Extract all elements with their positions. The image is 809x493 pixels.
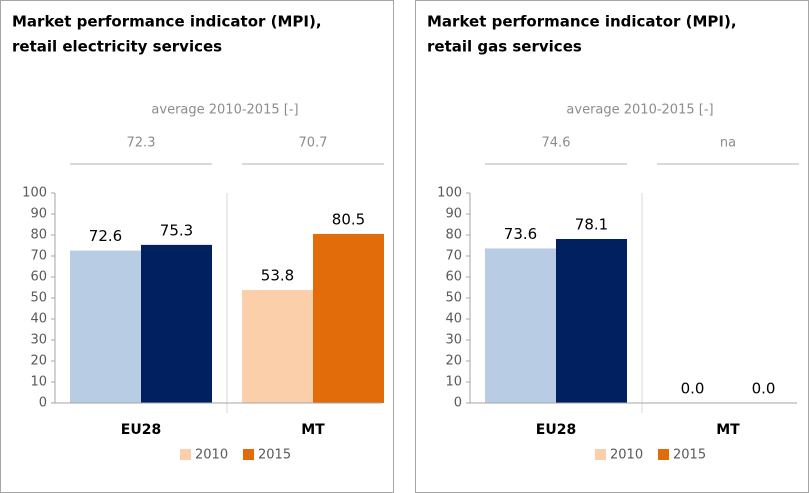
legend-label: 2010: [610, 448, 643, 463]
chart-title: retail electricity services: [12, 38, 222, 56]
y-tick-label: 100: [22, 186, 47, 201]
x-tick-label: EU28: [121, 422, 161, 438]
legend-swatch: [243, 449, 254, 460]
y-tick-label: 100: [437, 186, 462, 201]
y-tick-label: 40: [445, 312, 462, 327]
data-label: 53.8: [261, 267, 294, 285]
bar: [313, 233, 384, 403]
y-tick-label: 90: [445, 207, 462, 222]
data-label: 72.6: [89, 227, 122, 245]
subtitle: average 2010-2015 [-]: [151, 103, 298, 118]
y-tick-label: 50: [30, 291, 47, 306]
data-label: 0.0: [752, 380, 776, 398]
y-tick-label: 0: [39, 396, 47, 411]
average-label: 74.6: [542, 136, 571, 151]
y-tick-label: 90: [30, 207, 47, 222]
legend-label: 2010: [195, 448, 228, 463]
subtitle: average 2010-2015 [-]: [566, 103, 713, 118]
data-label: 0.0: [681, 380, 705, 398]
average-label: 72.3: [127, 136, 156, 151]
legend-swatch: [595, 449, 606, 460]
average-label: 70.7: [299, 136, 328, 151]
bar: [70, 250, 141, 403]
chart-title: Market performance indicator (MPI),: [427, 13, 737, 31]
y-tick-label: 30: [30, 333, 47, 348]
y-tick-label: 0: [454, 396, 462, 411]
y-tick-label: 30: [445, 333, 462, 348]
data-label: 80.5: [332, 210, 365, 228]
y-tick-label: 70: [30, 249, 47, 264]
y-tick-label: 20: [30, 354, 47, 369]
y-tick-label: 10: [30, 375, 47, 390]
legend-swatch: [658, 449, 669, 460]
bar: [242, 290, 313, 403]
y-tick-label: 60: [30, 270, 47, 285]
average-label: na: [720, 136, 736, 151]
data-label: 73.6: [504, 225, 537, 243]
y-tick-label: 20: [445, 354, 462, 369]
data-label: 75.3: [160, 221, 193, 239]
bar: [485, 248, 556, 403]
legend-label: 2015: [673, 448, 706, 463]
bar: [141, 244, 212, 403]
y-tick-label: 60: [445, 270, 462, 285]
y-tick-label: 40: [30, 312, 47, 327]
bar: [556, 238, 627, 403]
y-tick-label: 10: [445, 375, 462, 390]
x-tick-label: MT: [716, 422, 740, 438]
chart-title: Market performance indicator (MPI),: [12, 13, 322, 31]
y-tick-label: 80: [445, 228, 462, 243]
chart-title: retail gas services: [427, 38, 582, 56]
y-tick-label: 50: [445, 291, 462, 306]
y-tick-label: 70: [445, 249, 462, 264]
y-tick-label: 80: [30, 228, 47, 243]
legend-label: 2015: [258, 448, 291, 463]
x-tick-label: EU28: [536, 422, 576, 438]
legend-swatch: [180, 449, 191, 460]
x-tick-label: MT: [301, 422, 325, 438]
data-label: 78.1: [575, 215, 608, 233]
